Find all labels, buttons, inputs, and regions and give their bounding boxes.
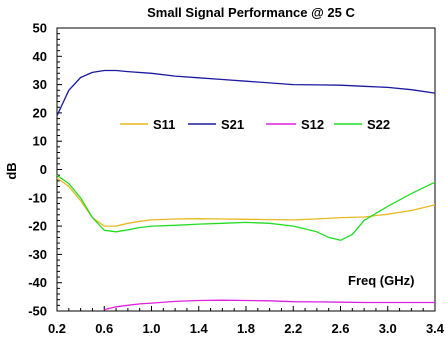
series-line-s11 — [56, 177, 436, 227]
y-tick-label: -30 — [28, 247, 47, 262]
series-line-s22 — [56, 174, 436, 241]
x-tick-label: 1.4 — [190, 321, 209, 336]
legend-background — [115, 112, 377, 134]
chart-title: Small Signal Performance @ 25 C — [147, 5, 355, 20]
series-line-s21 — [56, 69, 436, 116]
x-tick-label: 3.4 — [426, 321, 445, 336]
legend-label-s22: S22 — [367, 117, 390, 132]
series-line-s12 — [104, 299, 435, 311]
legend-label-s12: S12 — [301, 117, 324, 132]
y-tick-label: -50 — [28, 304, 47, 319]
x-tick-label: 2.6 — [331, 321, 349, 336]
legend-label-s21: S21 — [221, 117, 244, 132]
y-tick-label: 50 — [33, 21, 47, 36]
x-tick-label: 2.2 — [284, 321, 302, 336]
x-axis: 0.2 0.6 1.0 1.4 1.8 2.2 2.6 3.0 3.4 — [48, 306, 445, 336]
x-tick-label: 0.2 — [48, 321, 66, 336]
x-tick-label: 1.8 — [237, 321, 255, 336]
legend-label-s11: S11 — [153, 117, 175, 132]
y-tick-label: -40 — [28, 275, 47, 290]
y-axis: 50 40 30 20 10 0 -10 -20 -30 -40 -50 — [28, 21, 62, 319]
x-tick-label: 3.0 — [379, 321, 397, 336]
y-tick-label: 40 — [33, 49, 47, 64]
x-tick-label: 0.6 — [95, 321, 113, 336]
y-tick-label: -20 — [28, 219, 47, 234]
freq-annotation: Freq (GHz) — [348, 273, 414, 288]
y-tick-label: 20 — [33, 105, 47, 120]
y-axis-label: dB — [4, 162, 19, 179]
y-tick-label: 0 — [40, 162, 47, 177]
series-layer — [56, 69, 436, 311]
y-tick-label: 10 — [33, 134, 47, 149]
x-tick-label: 1.0 — [142, 321, 160, 336]
y-tick-label: 30 — [33, 77, 47, 92]
y-tick-label: -10 — [28, 190, 47, 205]
legend: S11 S21 S12 S22 — [115, 112, 390, 134]
